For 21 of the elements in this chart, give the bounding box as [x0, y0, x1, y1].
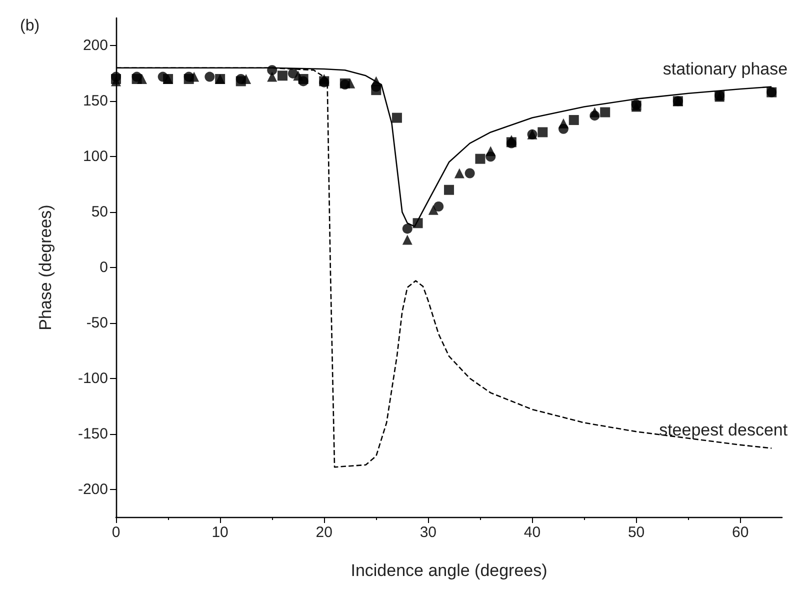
- y-axis-title: Phase (degrees): [36, 204, 55, 330]
- y-tick-label: 200: [82, 37, 108, 54]
- y-tick-label: -150: [78, 425, 108, 442]
- x-tick-label: 20: [316, 524, 332, 541]
- y-tick-label: 50: [91, 204, 108, 221]
- x-tick-label: 40: [524, 524, 541, 541]
- y-tick-label: -100: [78, 370, 108, 387]
- x-tick-label: 50: [628, 524, 645, 541]
- series-label: stationary phase: [662, 59, 788, 78]
- x-tick-label: 10: [212, 524, 228, 541]
- y-tick-label: 100: [82, 148, 108, 166]
- text: (b): [20, 18, 40, 34]
- y-tick-label: 150: [82, 92, 108, 110]
- y-tick-label: -50: [86, 314, 108, 332]
- y-tick-label: -200: [78, 480, 108, 498]
- x-tick-label: 30: [420, 524, 437, 541]
- x-tick-label: 0: [112, 524, 120, 541]
- x-axis-title: Incidence angle (degrees): [350, 561, 548, 580]
- series-label: steepest descent: [659, 420, 788, 440]
- x-tick-label: 60: [732, 524, 749, 541]
- y-tick-label: 0: [100, 259, 108, 276]
